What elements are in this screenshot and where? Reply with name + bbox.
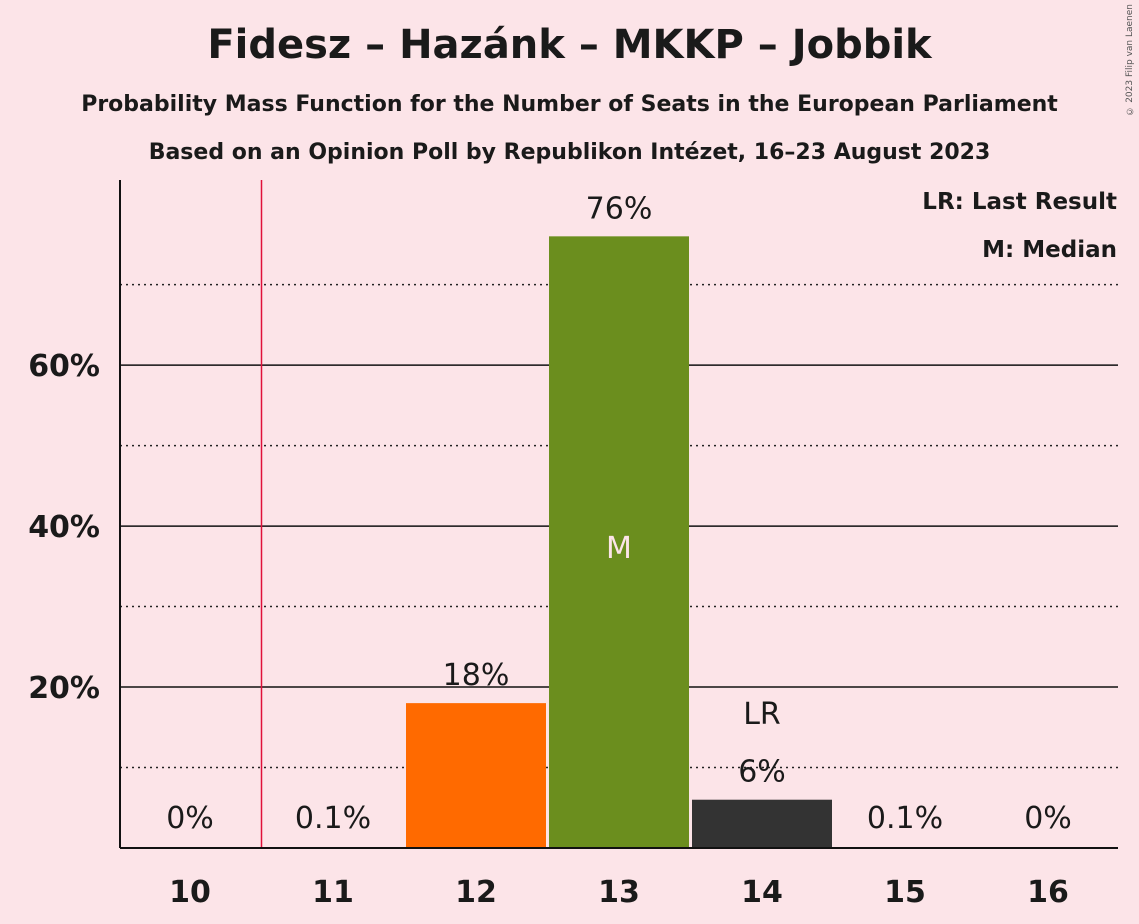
data-label: 18% xyxy=(443,658,510,693)
x-tick-label: 12 xyxy=(455,875,497,910)
chart-title: Fidesz – Hazánk – MKKP – Jobbik xyxy=(207,22,932,68)
x-tick-label: 16 xyxy=(1027,875,1069,910)
y-tick-label: 60% xyxy=(28,349,100,384)
y-tick-label: 20% xyxy=(28,671,100,706)
x-tick-label: 15 xyxy=(884,875,926,910)
x-tick-label: 10 xyxy=(169,875,211,910)
data-label: 0.1% xyxy=(295,801,371,836)
legend-median: M: Median xyxy=(982,237,1117,263)
chart-subtitle-1: Probability Mass Function for the Number… xyxy=(81,92,1058,117)
data-label: 6% xyxy=(738,755,786,790)
bar-13 xyxy=(549,236,689,849)
y-tick-label: 40% xyxy=(28,510,100,545)
data-label: 0.1% xyxy=(867,801,943,836)
x-tick-label: 11 xyxy=(312,875,354,910)
x-tick-label: 14 xyxy=(741,875,783,910)
last-result-marker: LR xyxy=(743,697,781,732)
x-tick-label: 13 xyxy=(598,875,640,910)
legend-last-result: LR: Last Result xyxy=(922,189,1117,215)
chart-subtitle-2: Based on an Opinion Poll by Republikon I… xyxy=(148,140,991,165)
bar-14 xyxy=(692,799,832,848)
median-marker: M xyxy=(606,531,632,566)
data-label: 0% xyxy=(166,801,214,836)
data-label: 76% xyxy=(586,191,653,226)
bar-12 xyxy=(406,703,546,848)
data-label: 0% xyxy=(1024,801,1072,836)
